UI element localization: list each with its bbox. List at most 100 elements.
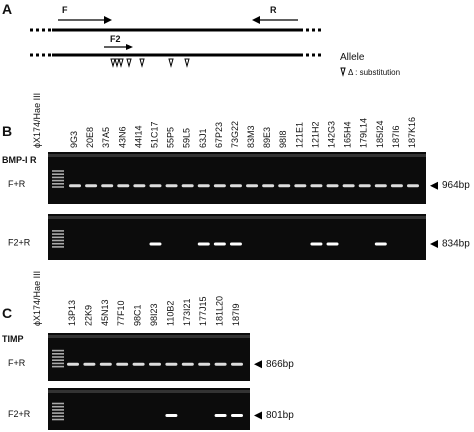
ladder-band bbox=[52, 173, 64, 175]
ladder-label: ϕX174/Hae III bbox=[32, 271, 42, 326]
band bbox=[231, 414, 243, 418]
lane-label: 121H2 bbox=[310, 121, 320, 148]
lane-label: 9G3 bbox=[69, 131, 79, 148]
band bbox=[116, 362, 129, 366]
band bbox=[67, 362, 79, 366]
lane-label: 181L20 bbox=[215, 296, 225, 326]
gel bbox=[48, 333, 250, 381]
band bbox=[262, 184, 275, 188]
arrowheads bbox=[104, 16, 260, 50]
lane-label: 98C1 bbox=[133, 304, 143, 326]
panel-label: A bbox=[2, 1, 12, 17]
lane-label: 83M3 bbox=[246, 125, 256, 148]
ladder-band bbox=[52, 362, 64, 365]
band bbox=[132, 362, 145, 366]
primer-label: F2+R bbox=[8, 238, 31, 248]
band bbox=[214, 362, 227, 366]
lane-label: 121E1 bbox=[294, 122, 304, 148]
gels: ϕX174/Hae III 9G3 20E8 37A5 43N6 44I14 51C17 55… bbox=[8, 93, 470, 430]
primer-label: F2 bbox=[110, 34, 121, 44]
wells bbox=[48, 216, 426, 219]
lane-label: 185I24 bbox=[375, 120, 385, 148]
band bbox=[214, 414, 227, 418]
lane-label: 89E3 bbox=[262, 127, 272, 148]
ladder-band bbox=[52, 405, 64, 408]
ladder-band bbox=[52, 236, 64, 239]
band bbox=[149, 242, 162, 246]
band bbox=[229, 184, 242, 188]
size-label: 834bp bbox=[442, 239, 470, 250]
size-arrow bbox=[254, 411, 262, 420]
band bbox=[85, 184, 98, 188]
band bbox=[390, 184, 403, 188]
size-arrow bbox=[254, 360, 262, 369]
band bbox=[69, 184, 81, 188]
ladder-band bbox=[52, 170, 64, 172]
ladder-band bbox=[52, 359, 64, 361]
ladder-band bbox=[52, 409, 64, 411]
band bbox=[101, 184, 114, 188]
band bbox=[326, 184, 339, 188]
lane-label: 73G22 bbox=[230, 121, 240, 148]
lane-label: 173I21 bbox=[182, 298, 192, 326]
lane-label: 59L5 bbox=[182, 128, 192, 148]
band bbox=[326, 242, 339, 246]
size-arrow bbox=[430, 181, 438, 190]
gene-label: BMP-I R bbox=[2, 155, 37, 165]
lane-label: 51C17 bbox=[149, 121, 159, 148]
lane-label: 45N13 bbox=[100, 299, 110, 326]
lane-label: 37A5 bbox=[101, 127, 111, 148]
lane-label: 55P5 bbox=[166, 127, 176, 148]
band bbox=[165, 414, 178, 418]
band bbox=[278, 184, 291, 188]
ladder-band bbox=[52, 239, 64, 242]
gel bbox=[48, 152, 426, 204]
primer-label: F2+R bbox=[8, 409, 31, 419]
primer-label: F bbox=[62, 5, 68, 15]
band bbox=[197, 242, 210, 246]
band bbox=[231, 362, 243, 366]
lane-label: 187I6 bbox=[391, 125, 401, 148]
band bbox=[374, 242, 387, 246]
gene-label: TIMP bbox=[2, 334, 24, 344]
ladder-band bbox=[52, 176, 64, 179]
band bbox=[165, 362, 178, 366]
ladder-band bbox=[52, 349, 64, 352]
band bbox=[149, 184, 162, 188]
lane-label: 44I14 bbox=[133, 125, 143, 148]
band bbox=[358, 184, 371, 188]
ladder-band bbox=[52, 418, 64, 421]
gel bbox=[48, 214, 426, 260]
lane-label: 98I23 bbox=[149, 303, 159, 326]
band bbox=[83, 362, 96, 366]
lane-label: 142G3 bbox=[327, 121, 337, 148]
band bbox=[342, 184, 355, 188]
substitution-marks bbox=[110, 58, 346, 77]
ladder-band bbox=[52, 246, 64, 248]
band bbox=[213, 184, 226, 188]
ladder-label: ϕX174/Hae III bbox=[32, 93, 42, 148]
ladder-band bbox=[52, 186, 64, 188]
ladder-band bbox=[52, 353, 64, 355]
ladder-band bbox=[52, 365, 64, 368]
ladder-band bbox=[52, 233, 64, 235]
lane-label: 187K16 bbox=[407, 117, 417, 148]
lane-label: 165H4 bbox=[343, 121, 353, 148]
allele-diagram bbox=[30, 19, 324, 57]
band bbox=[310, 184, 323, 188]
wells bbox=[48, 335, 250, 338]
band bbox=[99, 362, 112, 366]
ladder-band bbox=[52, 179, 64, 182]
lane-label: 63J1 bbox=[198, 128, 208, 148]
band bbox=[133, 184, 146, 188]
wells bbox=[48, 154, 426, 157]
band bbox=[246, 184, 259, 188]
lane-label: 110B2 bbox=[165, 301, 175, 326]
band bbox=[198, 362, 211, 366]
ladder-band bbox=[52, 242, 64, 245]
panel-label: B bbox=[2, 123, 12, 139]
band bbox=[294, 184, 307, 188]
band bbox=[197, 184, 210, 188]
gel bbox=[48, 388, 250, 430]
